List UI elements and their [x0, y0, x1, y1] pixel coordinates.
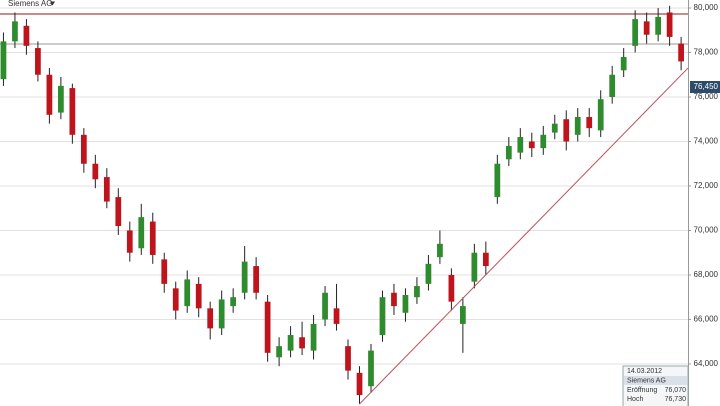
candle-body	[322, 292, 328, 320]
grid	[0, 7, 688, 365]
candle-body	[149, 221, 156, 255]
y-tick-label: 64,000	[694, 359, 719, 368]
candle-body	[253, 266, 260, 293]
candle-body	[643, 21, 650, 35]
info-value: 76,730	[665, 396, 687, 403]
candle-body	[597, 99, 604, 131]
candle-body	[333, 308, 340, 324]
last-price-box	[690, 80, 720, 93]
candle-body	[92, 163, 99, 180]
candle-body	[264, 301, 271, 353]
info-box: 14.03.2012 Siemens AG Eröffnung 76,070 H…	[622, 365, 689, 406]
y-tick-label: 78,000	[694, 48, 719, 57]
candle-body	[494, 163, 501, 198]
candle-body	[115, 197, 122, 227]
candle-body	[551, 123, 558, 133]
info-frame	[622, 365, 689, 406]
candle-body	[609, 74, 616, 97]
candle-body	[276, 346, 282, 358]
candle-body	[12, 21, 18, 42]
candle-body	[126, 230, 133, 253]
y-tick-label: 66,000	[694, 315, 719, 324]
candle-body	[23, 25, 30, 46]
y-axis: 64,000 66,000 68,000 70,000 72,000 74,000 76,0…	[688, 3, 720, 368]
info-value: 76,070	[665, 387, 687, 394]
candle-body	[414, 286, 420, 298]
candle-body	[230, 297, 237, 307]
info-label: Hoch	[627, 396, 643, 403]
candle-body	[437, 243, 443, 258]
info-label: Eröffnung	[627, 387, 657, 394]
candle-body	[172, 288, 179, 311]
candle-body	[69, 88, 76, 135]
candle-body	[287, 335, 294, 351]
candle-body	[184, 279, 191, 307]
y-tick-label: 74,000	[694, 137, 719, 146]
candle-body	[0, 41, 7, 80]
candle-body	[620, 56, 627, 71]
candle-body	[58, 85, 64, 113]
info-name: Siemens AG	[627, 377, 666, 384]
candle-body	[655, 16, 662, 35]
candle-body	[482, 252, 489, 267]
candle-body	[471, 252, 478, 282]
candle-body	[574, 117, 581, 135]
candle-body	[218, 299, 225, 329]
candle-body	[379, 297, 386, 336]
y-tick-label: 76,000	[694, 92, 719, 101]
trendline	[359, 67, 689, 405]
candle-body	[678, 43, 684, 62]
y-tick-label: 68,000	[694, 270, 719, 279]
candle-body	[35, 48, 41, 75]
candle-body	[138, 217, 145, 249]
candle-body	[517, 137, 524, 153]
candle-body	[103, 177, 110, 202]
candle-body	[195, 283, 202, 309]
candle-body	[80, 134, 87, 164]
candle-body	[402, 294, 409, 313]
y-tick-label: 70,000	[694, 226, 719, 235]
candle-body	[46, 74, 53, 115]
candle-body	[299, 337, 305, 349]
candle-body	[460, 306, 466, 324]
instrument-selector[interactable]: Siemens AG	[8, 0, 52, 8]
candle-body	[666, 12, 673, 37]
dropdown-arrow[interactable]	[50, 1, 55, 6]
candle-body	[528, 141, 535, 149]
info-date: 14.03.2012	[627, 368, 662, 375]
candle-body	[368, 350, 374, 387]
candle-body	[632, 19, 639, 46]
last-price-label: 76,450	[694, 82, 719, 91]
candle-body	[241, 261, 248, 293]
candle-body	[310, 323, 317, 351]
candle-body	[161, 259, 168, 284]
candle-body	[586, 117, 593, 129]
y-tick-label: 72,000	[694, 181, 719, 190]
candle-body	[425, 263, 432, 284]
candle-body	[505, 145, 512, 160]
candle-body	[207, 308, 214, 329]
y-tick-label: 80,000	[694, 3, 719, 12]
candle-body	[540, 134, 547, 149]
candle-body	[448, 274, 455, 302]
info-header	[624, 376, 687, 385]
candle-body	[356, 372, 363, 396]
plot	[0, 5, 689, 405]
candle-body	[345, 346, 351, 371]
candle-body	[563, 119, 570, 142]
candle-body	[391, 292, 397, 307]
